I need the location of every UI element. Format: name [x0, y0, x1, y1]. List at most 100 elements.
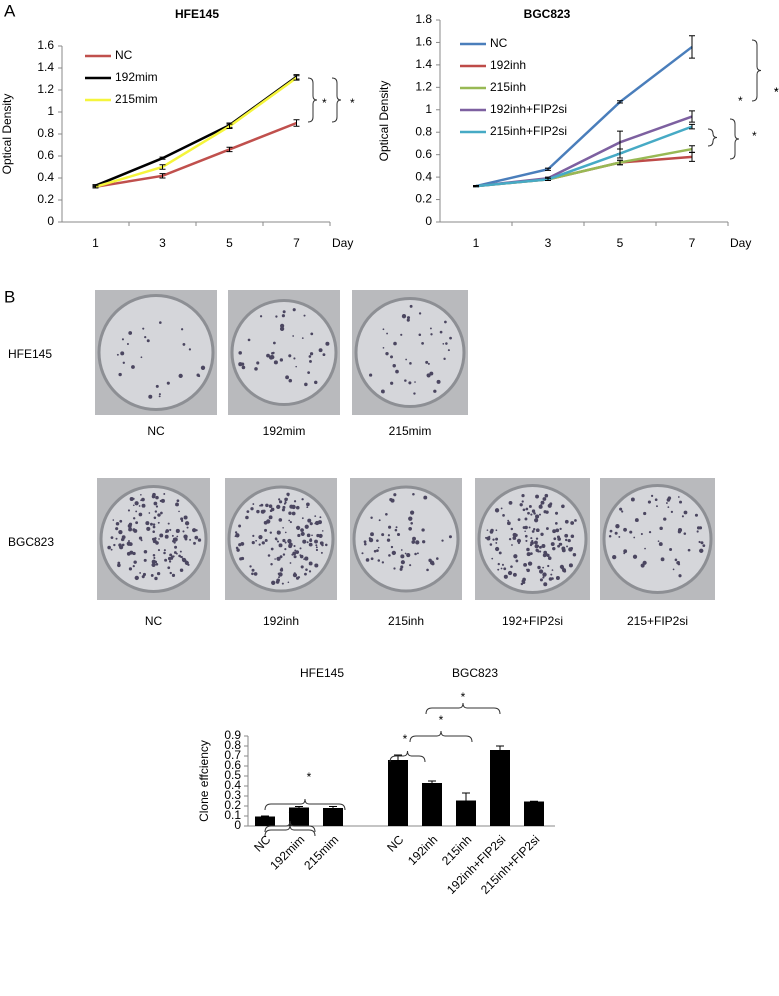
colony — [288, 519, 291, 522]
colony — [166, 381, 170, 385]
colony — [553, 537, 557, 541]
colony — [570, 547, 574, 550]
colony — [309, 522, 313, 526]
bracket — [264, 820, 316, 833]
colony — [385, 512, 388, 516]
colony — [308, 542, 313, 547]
colony — [408, 516, 413, 521]
colony — [267, 554, 271, 557]
colony — [321, 543, 324, 547]
colony — [382, 328, 385, 331]
colony — [681, 515, 684, 518]
colony — [314, 380, 318, 385]
colony — [535, 514, 540, 519]
colony — [145, 521, 150, 526]
colony — [235, 546, 239, 550]
y-axis-label: Optical Density — [0, 94, 14, 175]
colony — [122, 361, 125, 364]
colony — [495, 537, 499, 541]
colony — [564, 519, 569, 524]
colony — [155, 541, 159, 545]
group-label: HFE145 — [300, 666, 344, 680]
colony — [540, 500, 545, 505]
colony — [416, 552, 419, 555]
colony — [532, 528, 536, 531]
colony — [238, 524, 242, 528]
colony — [171, 555, 174, 559]
colony — [182, 343, 186, 346]
colony — [234, 531, 238, 534]
colony — [528, 505, 532, 508]
colony — [615, 524, 620, 529]
well — [602, 484, 713, 594]
colony — [132, 497, 135, 500]
colony — [521, 500, 524, 503]
colony — [650, 494, 654, 497]
colony — [158, 538, 160, 540]
colony — [281, 582, 284, 585]
significance-star: * — [350, 96, 355, 110]
error-bar — [293, 119, 300, 127]
colony — [547, 564, 550, 568]
colony — [679, 500, 683, 504]
series-line — [475, 125, 693, 188]
colony — [534, 544, 539, 549]
colony — [541, 544, 546, 548]
colony — [411, 540, 416, 544]
colony — [280, 323, 285, 328]
colony — [277, 572, 281, 576]
colony — [507, 570, 513, 576]
colony — [155, 562, 159, 566]
colony — [168, 560, 172, 563]
error-bar — [545, 167, 551, 171]
colony — [288, 542, 293, 547]
colony — [667, 496, 672, 500]
x-axis-label: Day — [730, 236, 751, 250]
colony — [253, 572, 258, 576]
y-tick-label: 1.4 — [37, 60, 54, 74]
colony — [392, 364, 396, 368]
colony — [658, 542, 663, 547]
colony — [308, 355, 312, 358]
colony — [117, 561, 121, 565]
colony — [486, 529, 489, 531]
bracket — [729, 118, 740, 160]
colony — [308, 561, 313, 566]
colony — [142, 572, 147, 577]
colony — [439, 330, 443, 334]
y-tick-label: 0.8 — [37, 126, 54, 140]
colony — [531, 530, 535, 533]
colony — [303, 314, 306, 317]
significance-star: * — [774, 85, 779, 99]
colony — [512, 532, 517, 538]
colony — [445, 342, 448, 345]
colony — [425, 360, 429, 364]
colony — [183, 534, 188, 539]
x-tick-label: 7 — [293, 236, 300, 250]
colony — [543, 550, 548, 555]
colony — [542, 497, 547, 501]
colony — [395, 526, 398, 529]
colony — [110, 536, 114, 540]
colony — [132, 504, 135, 507]
colony — [529, 543, 533, 547]
y-tick-label: 0.8 — [224, 738, 241, 752]
colony — [325, 341, 330, 346]
colony — [314, 539, 318, 544]
colony — [132, 551, 136, 556]
colony — [278, 498, 281, 501]
colony — [155, 384, 159, 388]
colony — [259, 315, 263, 318]
colony — [186, 526, 189, 529]
colony — [301, 337, 304, 339]
colony — [683, 532, 687, 535]
y-tick-label: 0.6 — [37, 148, 54, 162]
error-bar — [462, 792, 470, 801]
colony — [406, 316, 411, 320]
colony — [146, 526, 151, 531]
colony — [694, 513, 698, 517]
colony — [623, 549, 628, 554]
colony — [526, 547, 530, 552]
legend-label: 215mim — [115, 92, 158, 106]
bar — [456, 800, 476, 826]
